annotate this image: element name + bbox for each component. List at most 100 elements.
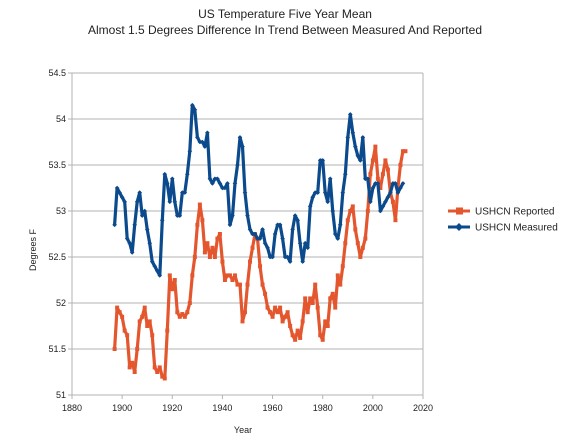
ushcn-measured-point [169, 176, 175, 182]
ushcn-measured-point [132, 222, 137, 228]
ushcn-measured-point [162, 171, 168, 177]
ushcn-measured-point [119, 194, 125, 200]
ushcn-reported-point [370, 158, 375, 163]
ushcn-reported-point [220, 259, 225, 264]
ushcn-measured-point [232, 181, 238, 186]
ushcn-reported-point [120, 314, 125, 319]
ushcn-measured-point [124, 236, 130, 241]
ushcn-reported-point [182, 314, 187, 319]
ushcn-reported-line [112, 145, 407, 380]
ushcn-measured-point [129, 250, 135, 255]
ushcn-measured-point [235, 162, 240, 168]
ushcn-reported-point [160, 374, 165, 379]
ushcn-reported-point [157, 365, 162, 370]
y-tick-label: 53.5 [48, 160, 66, 170]
y-axis-label: Degrees F [28, 228, 38, 271]
ushcn-measured-point [398, 185, 403, 191]
ushcn-measured-point [167, 199, 173, 205]
ushcn-measured-point [335, 236, 341, 241]
ushcn-reported-point [295, 328, 300, 333]
ushcn-measured-point [200, 139, 205, 145]
ushcn-reported-point [403, 149, 408, 154]
ushcn-reported-point [207, 255, 212, 259]
ushcn-measured-point [388, 190, 393, 195]
ushcn-measured-point [127, 240, 132, 246]
ushcn-reported-point [313, 282, 318, 287]
ushcn-measured-point [247, 227, 253, 232]
ushcn-reported-point [197, 202, 202, 207]
ushcn-measured-point [290, 227, 295, 232]
ushcn-measured-point [147, 240, 153, 246]
ushcn-reported-point [202, 250, 207, 255]
ushcn-measured-point [282, 254, 288, 260]
ushcn-measured-point [164, 181, 170, 186]
ushcn-measured-point [230, 213, 235, 218]
ushcn-measured-point [260, 227, 265, 232]
ushcn-reported-point [385, 167, 390, 172]
ushcn-measured-point [187, 148, 193, 154]
ushcn-reported-point [222, 278, 227, 282]
ushcn-measured-point [340, 190, 346, 195]
ushcn-reported-point [258, 264, 263, 269]
ushcn-measured-point [342, 171, 348, 177]
ushcn-measured-point [267, 254, 273, 260]
ushcn-measured-point [197, 139, 203, 145]
ushcn-measured-point [385, 194, 391, 200]
ushcn-reported-point [273, 305, 278, 310]
ushcn-reported-point [130, 360, 135, 365]
ushcn-measured-point [212, 176, 218, 182]
legend-marker-ushcn-reported [456, 207, 463, 215]
ushcn-measured-point [360, 135, 366, 140]
ushcn-measured-point [225, 181, 230, 186]
ushcn-measured-point [207, 176, 213, 182]
ushcn-measured-point [159, 217, 165, 223]
ushcn-reported-point [348, 209, 353, 213]
ushcn-reported-point [358, 255, 363, 259]
ushcn-reported-point [268, 310, 273, 315]
ushcn-measured-point [265, 245, 270, 251]
ushcn-reported-point [152, 365, 157, 370]
ushcn-reported-point [140, 314, 145, 319]
ushcn-reported-point [117, 310, 122, 315]
x-tick-label: 1900 [112, 403, 132, 413]
ushcn-measured-point [295, 217, 300, 223]
ushcn-reported-point [340, 264, 345, 269]
legend-marker-ushcn-measured [455, 223, 463, 231]
ushcn-measured-point [297, 240, 303, 246]
ushcn-reported-point [127, 365, 132, 370]
ushcn-measured-point [347, 112, 353, 117]
gridlines [72, 72, 423, 396]
ushcn-reported-point [355, 241, 360, 246]
ushcn-reported-point [232, 273, 237, 278]
series-group [112, 102, 408, 381]
y-tick-label: 51 [56, 390, 66, 400]
ushcn-reported-point [360, 245, 365, 250]
ushcn-measured-point [390, 181, 396, 186]
ushcn-reported-point [310, 301, 315, 305]
ushcn-reported-point [250, 245, 255, 250]
ushcn-reported-point [335, 273, 340, 278]
ushcn-measured-point [255, 236, 260, 241]
ushcn-reported-point [303, 296, 308, 301]
ushcn-reported-point [383, 158, 388, 163]
ushcn-reported-point [245, 282, 250, 287]
x-axis-label: Year [234, 425, 252, 435]
ushcn-reported-point [205, 241, 210, 246]
ushcn-measured-point [149, 259, 155, 264]
ushcn-measured-point [277, 222, 283, 228]
x-tick-label: 1960 [263, 403, 283, 413]
ushcn-measured-point [215, 176, 220, 182]
ushcn-reported-point [275, 310, 280, 315]
ushcn-reported-point [300, 319, 305, 324]
ushcn-reported-point [338, 282, 343, 287]
ushcn-reported-point [320, 337, 325, 342]
ushcn-measured-point [117, 190, 122, 195]
ushcn-measured-point [315, 190, 320, 195]
ushcn-measured-point [370, 185, 376, 191]
ushcn-reported-point [353, 227, 358, 232]
ushcn-measured-point [305, 245, 310, 251]
ushcn-reported-point [145, 324, 150, 328]
ushcn-measured-point [195, 135, 200, 140]
ushcn-measured-point [400, 181, 406, 186]
